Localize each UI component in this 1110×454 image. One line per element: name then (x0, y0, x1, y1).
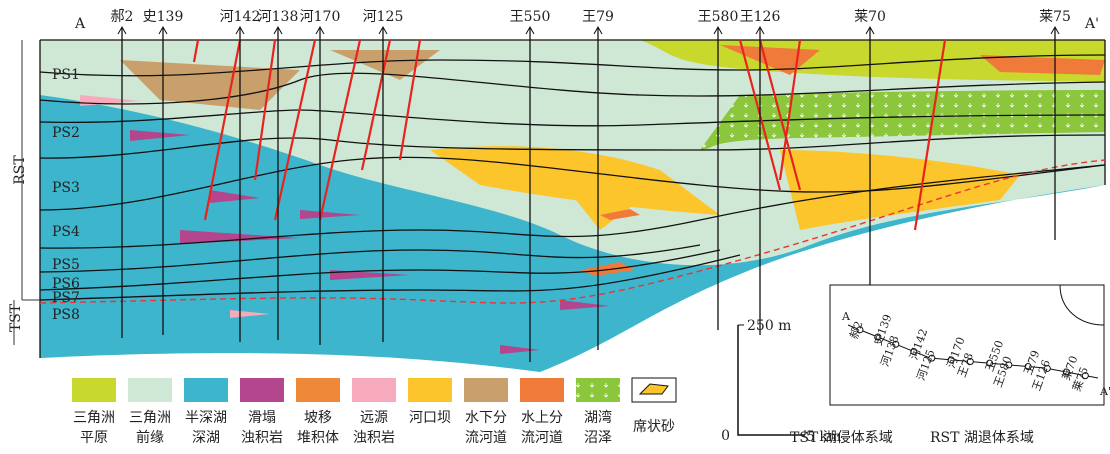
well-label: 莱75 (1039, 9, 1071, 25)
scale-label: 0 (721, 428, 730, 444)
legend-swatch (464, 378, 508, 402)
legend-label: 三角洲 (73, 410, 115, 426)
system-bracket (14, 40, 40, 345)
legend-label: 席状砂 (633, 419, 675, 435)
layer-label: PS8 (52, 307, 80, 323)
layer-label: PS7 (52, 290, 80, 306)
well-label: 王580 (698, 9, 739, 25)
well-label: 郝2 (111, 9, 134, 25)
section-end: A' (1084, 16, 1099, 32)
well-label: 史139 (143, 9, 184, 25)
legend-label: 沼泽 (584, 430, 612, 446)
well-label: 王550 (510, 9, 551, 25)
legend-label: 水上分 (521, 410, 563, 426)
footer-label: TST 湖侵体系域 (790, 429, 893, 446)
well-label: 王79 (582, 9, 614, 25)
section-end: A (74, 16, 86, 32)
legend-swatch (184, 378, 228, 402)
legend-label: 深湖 (192, 430, 220, 446)
layer-label: PS2 (52, 125, 80, 141)
legend-label: 前缘 (136, 429, 164, 446)
legend-swatch (72, 378, 116, 402)
well-label: 河170 (300, 9, 341, 25)
legend: 三角洲平原三角洲前缘半深湖深湖滑塌浊积岩坡移堆积体远源浊积岩河口坝水下分流河道水… (72, 378, 676, 446)
layer-label: PS4 (52, 224, 80, 240)
layer-label: PS5 (52, 257, 80, 273)
legend-swatch (352, 378, 396, 402)
well-label: 莱70 (854, 9, 886, 25)
legend-label: 三角洲 (129, 410, 171, 426)
legend-label: 湖湾 (584, 409, 612, 426)
cross-section-figure: 郝2 史139 河142河138河170 河125 王550 王79 王580王126 莱70… (0, 0, 1110, 450)
legend-label: 堆积体 (297, 430, 339, 446)
well-label: 河142 (220, 9, 261, 25)
legend-swatch (128, 378, 172, 402)
legend-swatch (240, 378, 284, 402)
legend-swatch (296, 378, 340, 402)
scale-label: 250 m (747, 318, 791, 334)
legend-label: 浊积岩 (353, 430, 395, 446)
well-label: 河138 (258, 9, 299, 25)
legend-label: 半深湖 (185, 410, 227, 426)
legend-label: 浊积岩 (241, 430, 283, 446)
legend-label: 远源 (360, 410, 388, 426)
legend-label: 滑塌 (248, 409, 276, 426)
well-label: 河125 (363, 9, 404, 25)
legend-swatch (520, 378, 564, 402)
system-label: RST (12, 155, 28, 185)
system-label: TST (8, 303, 24, 332)
legend-label: 流河道 (465, 430, 507, 446)
footer-label: RST 湖退体系域 (930, 430, 1034, 446)
layer-label: PS1 (52, 67, 80, 83)
scale: 250 m 0 5 km (721, 318, 841, 445)
legend-swatch (408, 378, 452, 402)
legend-label: 水下分 (465, 410, 507, 426)
legend-label: 流河道 (521, 430, 563, 446)
legend-label: 河口坝 (409, 410, 451, 426)
well-label: 王126 (740, 9, 781, 25)
map-end: A (841, 310, 851, 323)
legend-label: 坡移 (304, 410, 332, 426)
legend-label: 平原 (80, 430, 108, 446)
legend-swatch (576, 378, 620, 402)
layer-label: PS3 (52, 180, 80, 196)
map-end: A' (1099, 385, 1110, 398)
